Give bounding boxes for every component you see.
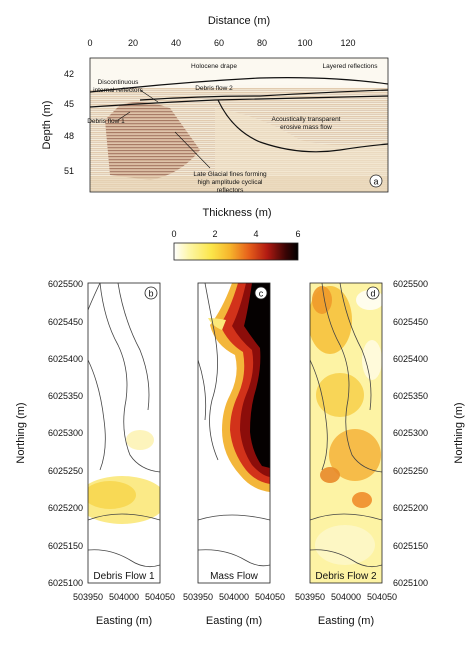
map-panel-mass-flow: c Mass Flow (197, 282, 271, 584)
svg-text:d: d (370, 289, 375, 299)
easting-tick-label: 504000 (109, 592, 139, 602)
map-panel-debris-flow-1: b Debris Flow 1 (87, 282, 161, 584)
x-tick-label: 20 (128, 38, 138, 48)
panel-title-debris-flow-2: Debris Flow 2 (315, 571, 377, 582)
x-tick-label: 40 (171, 38, 181, 48)
annotation-high-amplitude: high amplitude cyclical (197, 179, 263, 186)
easting-tick-label: 504000 (219, 592, 249, 602)
northing-tick-label: 6025400 (48, 354, 83, 364)
annotation-layered-reflections: Layered reflections (323, 63, 379, 70)
panel-title-mass-flow: Mass Flow (210, 571, 259, 582)
annotation-reflectors: reflectors (217, 187, 244, 194)
x-tick-label: 100 (297, 38, 312, 48)
northing-tick-label: 6025500 (393, 279, 428, 289)
svg-text:b: b (148, 289, 153, 299)
annotation-internal-reflectors: internal reflectors (93, 87, 144, 94)
colorbar-tick: 6 (295, 229, 300, 239)
svg-text:c: c (259, 289, 264, 299)
northing-tick-label: 6025250 (393, 466, 428, 476)
annotation-erosive-mass-flow: erosive mass flow (280, 124, 332, 131)
x-tick-labels: 0 20 40 60 80 100 120 (87, 38, 355, 48)
panel-title-debris-flow-1: Debris Flow 1 (93, 571, 155, 582)
northing-tick-label: 6025200 (393, 503, 428, 513)
easting-tick-label: 504050 (255, 592, 285, 602)
easting-tick-label: 504050 (367, 592, 397, 602)
northing-tick-label: 6025400 (393, 354, 428, 364)
panel-letter-d: d (366, 286, 380, 300)
panel-letter-c: c (254, 286, 268, 300)
easting-tick-label: 503950 (73, 592, 103, 602)
thickness-colorbar: Thickness (m) 0 2 4 6 (171, 207, 301, 261)
easting-ticks-c: 503950 504000 504050 (183, 592, 285, 602)
northing-tick-label: 6025100 (48, 578, 83, 588)
colorbar-gradient (173, 242, 299, 261)
x-axis-label-distance: Distance (m) (208, 15, 270, 27)
annotation-discontinuous: Discontinuous (98, 79, 140, 86)
seismic-image (90, 58, 388, 192)
northing-axis-label-left: Northing (m) (15, 402, 27, 463)
seismic-frame (89, 57, 389, 193)
horizon-lines (90, 77, 388, 153)
x-tick-label: 60 (214, 38, 224, 48)
colorbar-tick: 0 (171, 229, 176, 239)
northing-tick-label: 6025250 (48, 466, 83, 476)
northing-ticks-right: 6025500 6025450 6025400 6025350 6025300 … (393, 279, 428, 588)
colorbar-title: Thickness (m) (202, 207, 271, 219)
northing-tick-label: 6025350 (393, 391, 428, 401)
northing-ticks-left: 6025500 6025450 6025400 6025350 6025300 … (48, 279, 83, 588)
y-axis-label-depth: Depth (m) (41, 101, 53, 150)
panel-letter-b: b (144, 286, 158, 300)
northing-tick-label: 6025300 (48, 428, 83, 438)
panel-letter-a: a (369, 174, 383, 188)
colorbar-tick: 2 (212, 229, 217, 239)
northing-axis-label-right: Northing (m) (453, 402, 465, 463)
easting-axis-label-c: Easting (m) (206, 615, 262, 627)
easting-ticks-d: 503950 504000 504050 (295, 592, 397, 602)
northing-tick-label: 6025500 (48, 279, 83, 289)
easting-ticks-b: 503950 504000 504050 (73, 592, 175, 602)
northing-tick-label: 6025100 (393, 578, 428, 588)
easting-tick-label: 504000 (331, 592, 361, 602)
northing-tick-label: 6025200 (48, 503, 83, 513)
colorbar-tick: 4 (253, 229, 258, 239)
x-tick-label: 120 (340, 38, 355, 48)
northing-tick-label: 6025450 (48, 317, 83, 327)
x-tick-label: 80 (257, 38, 267, 48)
annotation-acoustically-transparent: Acoustically transparent (271, 116, 340, 123)
y-tick-labels: 42 45 48 51 (64, 69, 74, 176)
y-tick-label: 42 (64, 69, 74, 79)
easting-tick-label: 504050 (145, 592, 175, 602)
seismic-profile-panel: Distance (m) Depth (m) 0 20 40 60 80 100… (41, 15, 389, 194)
northing-tick-label: 6025300 (393, 428, 428, 438)
northing-tick-label: 6025450 (393, 317, 428, 327)
easting-tick-label: 503950 (295, 592, 325, 602)
northing-tick-label: 6025350 (48, 391, 83, 401)
svg-text:a: a (373, 177, 378, 187)
seismic-annotations: Holocene drape Layered reflections Disco… (87, 63, 378, 194)
annotation-debris-flow-2: Debris flow 2 (195, 85, 233, 92)
map-panel-debris-flow-2: d Debris Flow 2 (309, 282, 383, 584)
northing-tick-label: 6025150 (48, 541, 83, 551)
annotation-late-glacial-fines: Late Glacial fines forming (193, 171, 267, 178)
y-tick-label: 48 (64, 131, 74, 141)
annotation-debris-flow-1: Debris flow 1 (87, 118, 125, 125)
easting-tick-label: 503950 (183, 592, 213, 602)
easting-axis-label-b: Easting (m) (96, 615, 152, 627)
northing-tick-label: 6025150 (393, 541, 428, 551)
y-tick-label: 51 (64, 166, 74, 176)
easting-axis-label-d: Easting (m) (318, 615, 374, 627)
y-tick-label: 45 (64, 99, 74, 109)
annotation-holocene-drape: Holocene drape (191, 63, 237, 70)
x-tick-label: 0 (87, 38, 92, 48)
